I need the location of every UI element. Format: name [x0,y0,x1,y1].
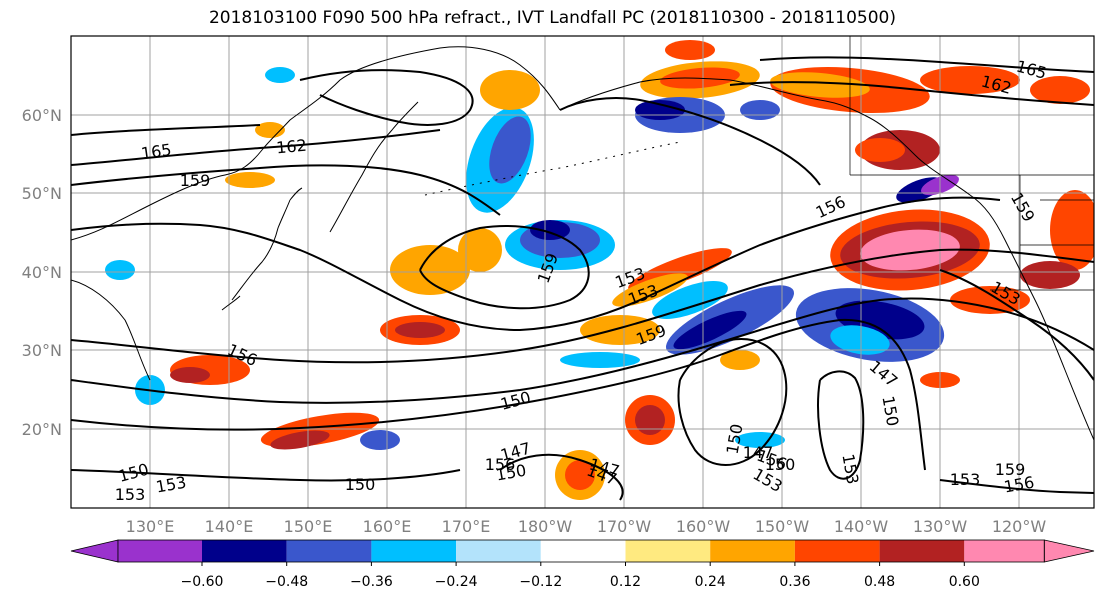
contour-label: 159 [1007,189,1039,225]
shaded-region [612,273,688,307]
colorbar-segment [625,540,711,562]
contour-label: 150 [116,460,150,486]
longitude-label: 130°W [913,517,968,536]
map-frame [70,35,1095,509]
shaded-region [225,172,275,188]
colorbar-tick-label: −0.24 [435,574,478,590]
shaded-region [1020,261,1080,289]
longitude-label: 160°W [676,517,731,536]
shaded-region [255,122,285,138]
shaded-region [635,100,685,120]
contour-label: 150 [878,394,902,427]
colorbar-extend-right [1043,539,1095,563]
longitude-label: 170°E [442,517,491,536]
longitude-label: 150°E [284,517,333,536]
colorbar-labels: −0.60 −0.48 −0.36 −0.24 −0.12 0.12 0.24 0.36 0.4… [181,562,980,590]
latitude-label: 60°N [22,106,62,125]
shaded-region [720,350,760,370]
colorbar-tick-label: 0.48 [864,574,895,590]
colorbar-segment [118,540,202,562]
colorbar-tick-label: −0.12 [519,574,562,590]
colorbar-tick-label: 0.24 [695,574,726,590]
contour-label: 147 [866,357,902,391]
shaded-region [360,430,400,450]
colorbar-segment [371,540,457,562]
contour-label: 159 [995,460,1026,479]
colorbar-tick-label: 0.12 [610,574,641,590]
contour-label: 162 [275,136,307,158]
shaded-region [673,310,747,350]
contour-label: 153 [838,452,862,485]
map-title: 2018103100 F090 500 hPa refract., IVT La… [208,8,896,28]
latitude-labels: 60°N 50°N 40°N 30°N 20°N [22,106,62,439]
longitude-label: 160°E [363,517,412,536]
shaded-region [395,322,445,338]
shaded-region [635,405,665,435]
shaded-region [560,352,640,368]
shaded-region [265,67,295,83]
colorbar-tick-label: 0.36 [779,574,810,590]
contour-label: 153 [115,485,146,504]
colorbar-segment [202,540,287,562]
shaded-region [770,72,870,98]
colorbar-segment [710,540,795,562]
longitude-label: 140°E [205,517,254,536]
colorbar-tick-label: −0.48 [265,574,308,590]
colorbar-segment [964,540,1045,562]
shaded-region [855,138,905,162]
longitude-label: 180°W [518,517,573,536]
longitude-label: 170°W [597,517,652,536]
latitude-label: 20°N [22,420,62,439]
shaded-region [830,325,890,355]
colorbar-segment [794,540,880,562]
colorbar-tick-label: 0.60 [949,574,980,590]
latitude-label: 40°N [22,263,62,282]
gridlines [71,36,1094,508]
shaded-region [530,220,570,240]
shaded-region [665,40,715,60]
height-contours [71,56,1094,501]
contour-label: 150 [765,455,796,474]
colorbar-extend-left [70,539,119,563]
colorbar-segment [456,540,541,562]
shaded-region [1050,190,1094,270]
shaded-region [390,245,470,295]
shaded-region [652,281,728,319]
longitude-label: 140°W [834,517,889,536]
coastlines [71,36,1094,441]
longitude-label: 150°W [755,517,810,536]
shaded-region [170,367,210,383]
shaded-field [105,40,1094,500]
shaded-region [458,228,502,272]
colorbar-segment [879,540,965,562]
latitude-label: 30°N [22,341,62,360]
colorbar-segment [286,540,372,562]
contour-label: 156 [485,455,516,474]
shaded-region [860,229,960,271]
colorbar-segment [540,540,626,562]
shaded-region [1030,76,1090,104]
latitude-label: 50°N [22,184,62,203]
shaded-region [105,260,135,280]
contour-label: 165 [140,140,173,163]
longitude-label: 120°W [992,517,1047,536]
colorbar-frame [117,539,1045,563]
contour-label: 159 [180,171,211,190]
shaded-region [565,460,595,490]
contour-label: 153 [950,470,981,489]
shaded-region [920,66,1020,94]
shaded-region [740,100,780,120]
longitude-label: 130°E [126,517,175,536]
contour-label: 150 [345,475,376,494]
contour-label: 147 [743,443,774,462]
colorbar [70,539,1095,563]
contour-label: 153 [154,473,187,497]
colorbar-tick-label: −0.36 [350,574,393,590]
shaded-region [270,430,330,450]
longitude-labels: 130°E 140°E 150°E 160°E 170°E 180°W 170°W 160°W… [126,517,1047,536]
shaded-region [489,116,531,184]
colorbar-tick-label: −0.60 [181,574,224,590]
shaded-region [480,70,540,110]
